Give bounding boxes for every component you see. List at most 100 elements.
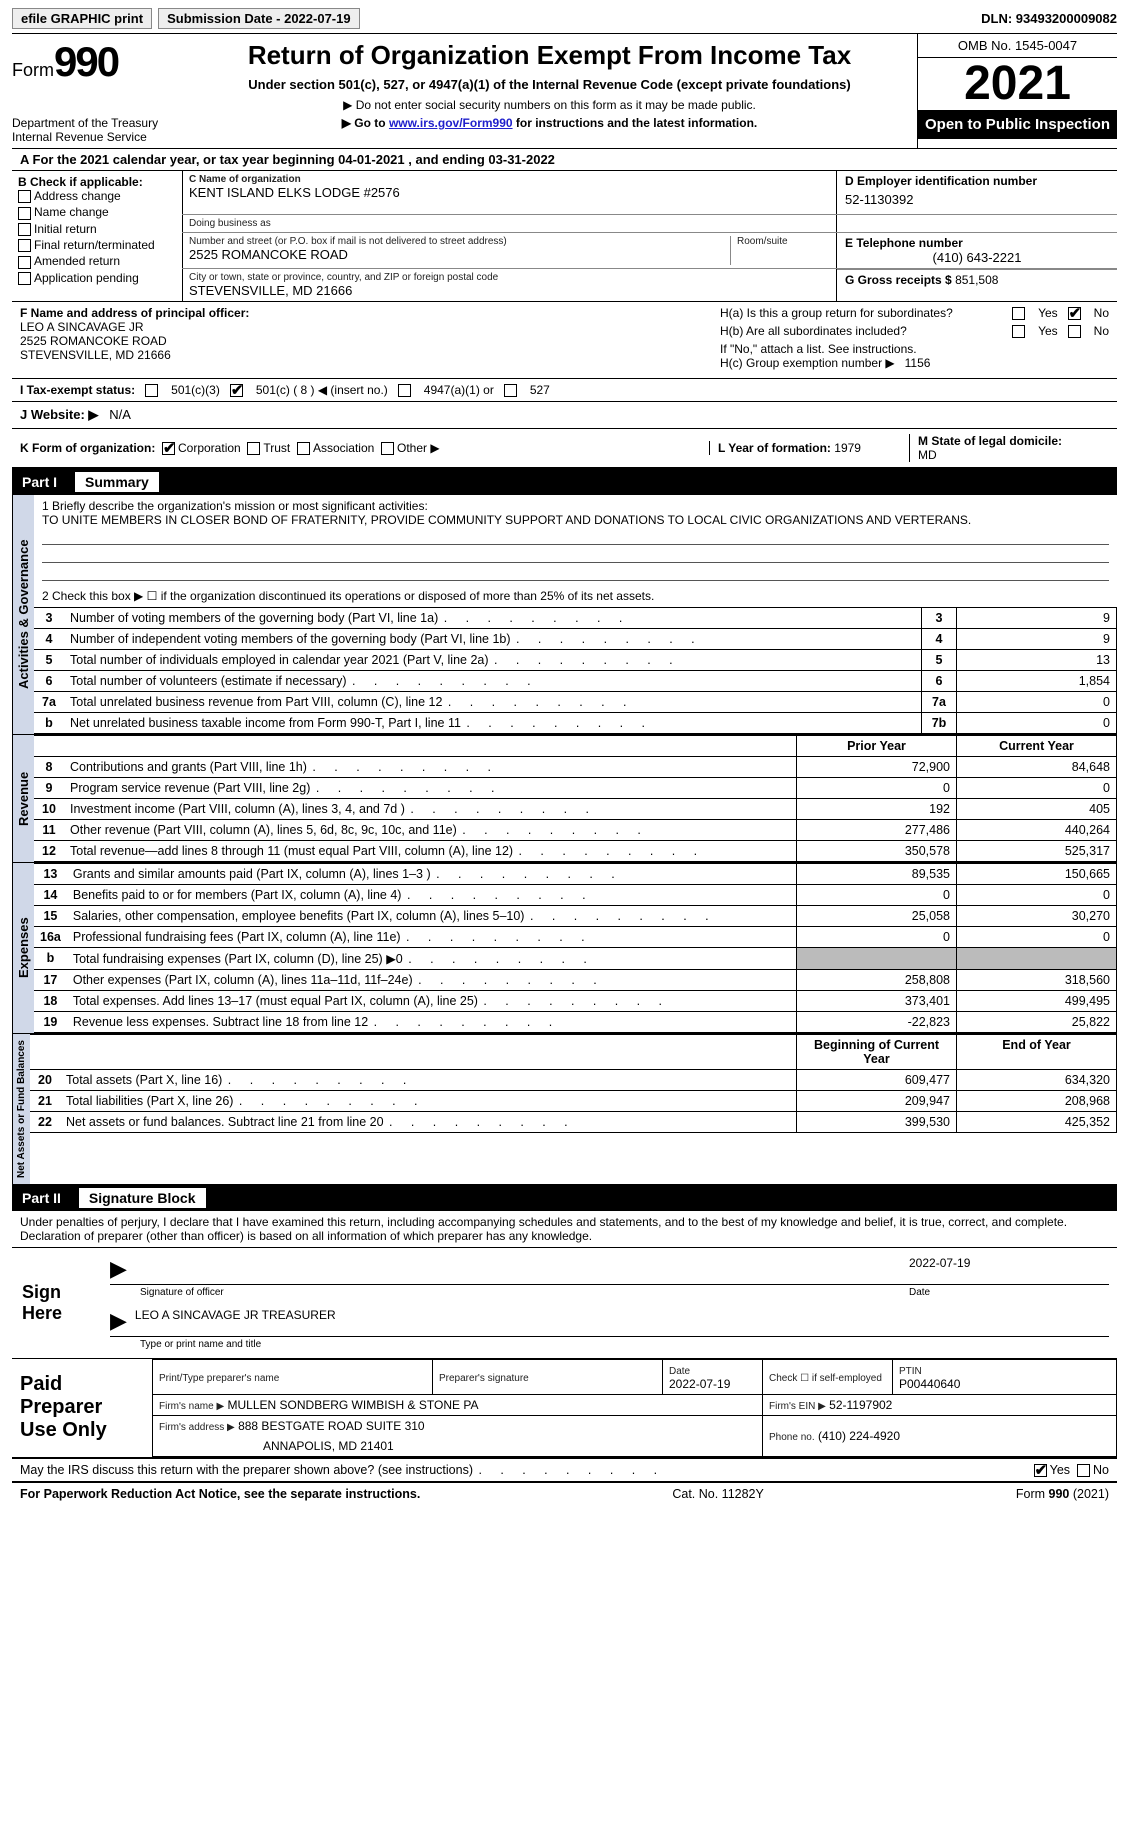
line-label: Total number of individuals employed in … bbox=[64, 650, 922, 671]
application-pending-checkbox[interactable] bbox=[18, 272, 31, 285]
prep-date-label: Date bbox=[669, 1366, 690, 1377]
form990-link[interactable]: www.irs.gov/Form990 bbox=[389, 116, 513, 130]
line-label: Revenue less expenses. Subtract line 18 … bbox=[67, 1012, 797, 1033]
ein-label: D Employer identification number bbox=[845, 174, 1109, 188]
signature-declaration: Under penalties of perjury, I declare th… bbox=[12, 1211, 1117, 1247]
line-label: Other revenue (Part VIII, column (A), li… bbox=[64, 820, 797, 841]
line-label: Net assets or fund balances. Subtract li… bbox=[60, 1112, 797, 1133]
initial-return-checkbox[interactable] bbox=[18, 223, 31, 236]
line-num: 5 bbox=[34, 650, 64, 671]
line-num: 16a bbox=[34, 927, 67, 948]
hb-label: H(b) Are all subordinates included? bbox=[720, 324, 1002, 338]
sign-date: 2022-07-19 bbox=[909, 1256, 1109, 1282]
room-label: Room/suite bbox=[737, 236, 830, 247]
hb-no-checkbox[interactable] bbox=[1068, 325, 1081, 338]
line-num: 3 bbox=[34, 608, 64, 629]
form-number: Form990 bbox=[12, 38, 174, 86]
line-num: 8 bbox=[34, 757, 64, 778]
amended-return-checkbox[interactable] bbox=[18, 256, 31, 269]
corporation-checkbox[interactable] bbox=[162, 442, 175, 455]
tax-year: 2021 bbox=[918, 58, 1117, 110]
line-value: 1,854 bbox=[957, 671, 1117, 692]
current-value: 30,270 bbox=[957, 906, 1117, 927]
527-checkbox[interactable] bbox=[504, 384, 517, 397]
begin-year-header: Beginning of Current Year bbox=[797, 1035, 957, 1070]
trust-checkbox[interactable] bbox=[247, 442, 260, 455]
current-value: 25,822 bbox=[957, 1012, 1117, 1033]
prior-year-header: Prior Year bbox=[797, 736, 957, 757]
efile-print-button[interactable]: efile GRAPHIC print bbox=[12, 8, 152, 29]
final-return-checkbox[interactable] bbox=[18, 239, 31, 252]
prior-value: 0 bbox=[797, 778, 957, 799]
line-box: 6 bbox=[922, 671, 957, 692]
501c-checkbox[interactable] bbox=[230, 384, 243, 397]
current-value: 0 bbox=[957, 885, 1117, 906]
firm-name-label: Firm's name ▶ bbox=[159, 1401, 224, 1412]
current-value: 440,264 bbox=[957, 820, 1117, 841]
line-num: b bbox=[34, 948, 67, 970]
line-label: Investment income (Part VIII, column (A)… bbox=[64, 799, 797, 820]
tax-exempt-label: I Tax-exempt status: bbox=[20, 383, 135, 397]
instructions-link-line: Go to www.irs.gov/Form990 for instructio… bbox=[192, 116, 907, 130]
line-num: 20 bbox=[30, 1070, 60, 1091]
line-num: 13 bbox=[34, 864, 67, 885]
officer-name: LEO A SINCAVAGE JR bbox=[20, 320, 704, 334]
prior-value: 373,401 bbox=[797, 991, 957, 1012]
discuss-no-checkbox[interactable] bbox=[1077, 1464, 1090, 1477]
name-change-checkbox[interactable] bbox=[18, 207, 31, 220]
firm-addr2: ANNAPOLIS, MD 21401 bbox=[153, 1436, 763, 1457]
prior-value: 350,578 bbox=[797, 841, 957, 862]
website-label: J Website: ▶ bbox=[20, 407, 98, 422]
ha-yes-checkbox[interactable] bbox=[1012, 307, 1025, 320]
begin-value: 209,947 bbox=[797, 1091, 957, 1112]
line-num: 15 bbox=[34, 906, 67, 927]
section-a-period: A For the 2021 calendar year, or tax yea… bbox=[12, 149, 1117, 171]
prior-value: 258,808 bbox=[797, 970, 957, 991]
prior-value: -22,823 bbox=[797, 1012, 957, 1033]
state-domicile-value: MD bbox=[918, 448, 937, 462]
line-box: 7b bbox=[922, 713, 957, 734]
form-subtitle: Under section 501(c), 527, or 4947(a)(1)… bbox=[192, 77, 907, 92]
year-formation-label: L Year of formation: bbox=[718, 441, 831, 455]
form-footer: Form 990 (2021) bbox=[1016, 1487, 1109, 1501]
line-label: Professional fundraising fees (Part IX, … bbox=[67, 927, 797, 948]
discuss-yes-checkbox[interactable] bbox=[1034, 1464, 1047, 1477]
line-num: 7a bbox=[34, 692, 64, 713]
line-num: b bbox=[34, 713, 64, 734]
firm-addr-label: Firm's address ▶ bbox=[159, 1422, 235, 1433]
line-num: 18 bbox=[34, 991, 67, 1012]
current-value: 499,495 bbox=[957, 991, 1117, 1012]
org-name: KENT ISLAND ELKS LODGE #2576 bbox=[189, 185, 830, 200]
mission-label: 1 Briefly describe the organization's mi… bbox=[42, 499, 1109, 513]
ptin-label: PTIN bbox=[899, 1366, 922, 1377]
sign-here-label: Sign Here bbox=[12, 1248, 102, 1358]
line-label: Benefits paid to or for members (Part IX… bbox=[67, 885, 797, 906]
line-label: Number of voting members of the governin… bbox=[64, 608, 922, 629]
line-num: 21 bbox=[30, 1091, 60, 1112]
ha-no-checkbox[interactable] bbox=[1068, 307, 1081, 320]
phone-label: E Telephone number bbox=[845, 236, 1109, 250]
firm-phone: (410) 224-4920 bbox=[818, 1429, 900, 1443]
prep-date: 2022-07-19 bbox=[669, 1377, 730, 1391]
4947-checkbox[interactable] bbox=[398, 384, 411, 397]
line-num: 17 bbox=[34, 970, 67, 991]
line-num: 11 bbox=[34, 820, 64, 841]
current-value: 525,317 bbox=[957, 841, 1117, 862]
other-checkbox[interactable] bbox=[381, 442, 394, 455]
current-value: 0 bbox=[957, 778, 1117, 799]
line-num: 10 bbox=[34, 799, 64, 820]
year-formation-value: 1979 bbox=[834, 441, 861, 455]
line-num: 12 bbox=[34, 841, 64, 862]
501c3-checkbox[interactable] bbox=[145, 384, 158, 397]
prior-value: 0 bbox=[797, 885, 957, 906]
current-value: 405 bbox=[957, 799, 1117, 820]
hb-yes-checkbox[interactable] bbox=[1012, 325, 1025, 338]
firm-ein: 52-1197902 bbox=[829, 1398, 892, 1412]
officer-street: 2525 ROMANCOKE ROAD bbox=[20, 334, 704, 348]
omb-number: OMB No. 1545-0047 bbox=[918, 34, 1117, 58]
address-change-checkbox[interactable] bbox=[18, 190, 31, 203]
submission-date-button[interactable]: Submission Date - 2022-07-19 bbox=[158, 8, 360, 29]
part2-title: Signature Block bbox=[79, 1188, 206, 1208]
association-checkbox[interactable] bbox=[297, 442, 310, 455]
officer-city: STEVENSVILLE, MD 21666 bbox=[20, 348, 704, 362]
